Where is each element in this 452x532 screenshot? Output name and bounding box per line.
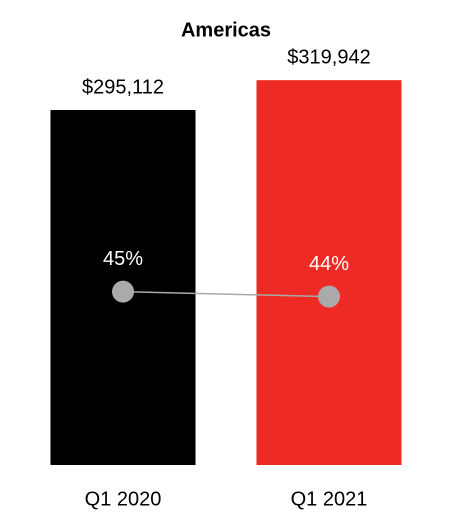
line [122,290,330,298]
bar-value-label: $319,942 [287,46,370,68]
line-value-label: 45% [103,248,143,270]
line-point [318,285,340,308]
chart-title: Americas [181,19,271,41]
bar [256,80,402,465]
bar-value-label: $295,112 [82,76,164,98]
line-point [112,280,134,303]
x-tick-label: Q1 2021 [291,488,368,510]
line-value-label: 44% [309,253,349,275]
x-tick-label: Q1 2020 [85,488,162,510]
